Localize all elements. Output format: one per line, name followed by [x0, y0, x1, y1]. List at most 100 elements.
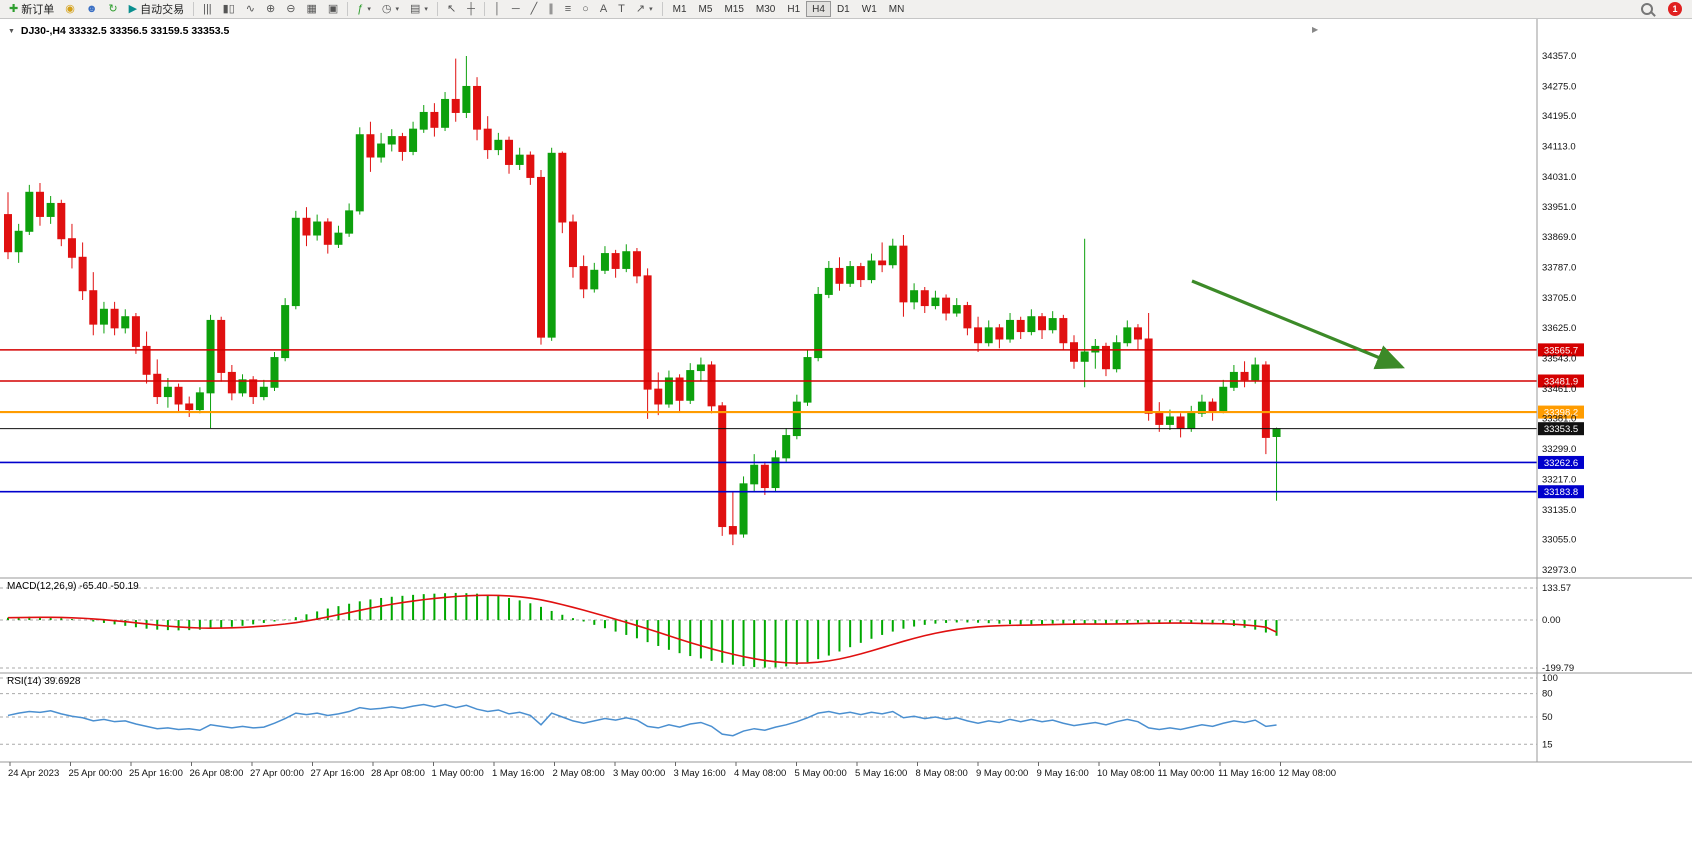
- zoom-out-button[interactable]: ⊖: [281, 1, 300, 18]
- candle-body: [526, 154, 535, 178]
- horizontal-line-icon: ─: [511, 2, 520, 15]
- zoom-in-icon: ⊕: [266, 2, 276, 15]
- price-badge: [1538, 374, 1584, 388]
- candle-body: [686, 370, 695, 401]
- timeframe-H4[interactable]: H4: [806, 1, 831, 17]
- price-badge-label: 33353.5: [1544, 424, 1578, 435]
- candle-body: [46, 202, 55, 217]
- profile-button[interactable]: ☻: [81, 1, 103, 18]
- auto-trading-button[interactable]: ▶ 自动交易: [124, 1, 189, 18]
- text-button[interactable]: A: [595, 1, 612, 18]
- new-order-button[interactable]: ✚ 新订单: [4, 1, 59, 18]
- time-label: 25 Apr 00:00: [69, 768, 123, 779]
- chevron-down-icon: ▾: [649, 6, 653, 13]
- price-scale[interactable]: 34357.0 34275.0 34195.0 34113.0 34031.0 33951…: [1542, 51, 1576, 576]
- candle-body: [878, 260, 887, 266]
- ohlc-readout: DJ30-,H4 33332.5 33356.5 33159.5 33353.5: [20, 25, 230, 37]
- candle-body: [718, 405, 727, 528]
- candle-body: [515, 154, 524, 165]
- candle-body: [1048, 318, 1057, 331]
- auto-trading-label: 自动交易: [140, 4, 185, 16]
- candle-body: [835, 267, 844, 284]
- toolbar-separator: [193, 2, 195, 16]
- time-label: 9 May 16:00: [1037, 768, 1089, 779]
- line-chart-button[interactable]: ∿: [241, 1, 260, 18]
- price-tick-label: 33543.0: [1542, 353, 1576, 364]
- candle-body: [1165, 416, 1174, 425]
- trendline-button[interactable]: ╱: [526, 1, 543, 18]
- candle-body: [1176, 416, 1185, 429]
- timeframe-MN[interactable]: MN: [883, 1, 911, 17]
- timeframe-H1[interactable]: H1: [781, 1, 806, 17]
- price-shift-icon[interactable]: ▶: [1312, 25, 1319, 34]
- candle-body: [771, 457, 780, 489]
- candles-chart-button[interactable]: ▮▯: [218, 1, 240, 18]
- bars-chart-icon: |||: [203, 2, 212, 15]
- candle-body: [227, 371, 236, 394]
- candle-body: [313, 221, 322, 236]
- notification-badge[interactable]: 1: [1668, 2, 1682, 16]
- price-tick-label: 33381.0: [1542, 413, 1576, 424]
- refresh-button[interactable]: ↻: [103, 1, 122, 18]
- trend-arrow-annotation[interactable]: [1191, 279, 1405, 370]
- crosshair-button[interactable]: ┼: [462, 1, 480, 18]
- candle-body: [1059, 318, 1068, 344]
- vertical-line-button[interactable]: │: [489, 1, 506, 18]
- candle-body: [739, 483, 748, 535]
- channel-button[interactable]: ∥: [543, 1, 559, 18]
- candle-body: [1123, 327, 1132, 344]
- timeframe-M30[interactable]: M30: [750, 1, 781, 17]
- macd-scale-label: 0.00: [1542, 615, 1561, 626]
- cascade-windows-button[interactable]: ▣: [323, 1, 343, 18]
- time-label: 1 May 00:00: [432, 768, 484, 779]
- timeframe-W1[interactable]: W1: [856, 1, 883, 17]
- candle-body: [462, 85, 471, 113]
- chevron-down-icon: ▾: [424, 6, 428, 13]
- time-label: 27 Apr 00:00: [250, 768, 304, 779]
- candle-body: [942, 297, 951, 314]
- search-icon[interactable]: [1641, 3, 1653, 15]
- time-label: 1 May 16:00: [492, 768, 544, 779]
- timeframe-M1[interactable]: M1: [667, 1, 693, 17]
- candle-body: [760, 464, 769, 489]
- price-tick-label: 33217.0: [1542, 474, 1576, 485]
- periods-button[interactable]: ◷ ▾: [377, 1, 404, 18]
- template-icon: ▤: [410, 2, 421, 15]
- candle-body: [142, 345, 151, 375]
- price-badge-label: 33398.2: [1544, 408, 1578, 419]
- bars-chart-button[interactable]: |||: [198, 1, 217, 18]
- cursor-button[interactable]: ↖: [442, 1, 461, 18]
- coins-button[interactable]: ◉: [60, 1, 80, 18]
- timeframe-D1[interactable]: D1: [831, 1, 856, 17]
- indicators-button[interactable]: ƒ ▾: [352, 1, 376, 18]
- candle-body: [291, 217, 300, 307]
- text-label-button[interactable]: T: [613, 1, 630, 18]
- price-badge: [1538, 405, 1584, 419]
- candle-body: [398, 136, 407, 152]
- shapes-button[interactable]: ○: [577, 1, 594, 18]
- time-label: 5 May 16:00: [855, 768, 907, 779]
- tile-windows-button[interactable]: ▦: [301, 1, 321, 18]
- zoom-in-button[interactable]: ⊕: [261, 1, 280, 18]
- channel-icon: ∥: [548, 2, 554, 15]
- candle-body: [387, 136, 396, 145]
- timeframe-M15[interactable]: M15: [718, 1, 749, 17]
- timeframe-M5[interactable]: M5: [693, 1, 719, 17]
- toolbar-separator: [436, 2, 438, 16]
- candle-body: [600, 253, 609, 271]
- price-tick-label: 33869.0: [1542, 232, 1576, 243]
- candle-body: [1187, 412, 1196, 429]
- new-order-icon: ✚: [9, 2, 19, 15]
- trendline-icon: ╱: [530, 2, 538, 15]
- vertical-line-icon: │: [493, 2, 501, 15]
- fibonacci-button[interactable]: ≡: [560, 1, 576, 18]
- candle-body: [419, 111, 428, 130]
- candle-body: [675, 377, 684, 401]
- price-badge: [1538, 422, 1584, 436]
- candle-body: [35, 191, 44, 217]
- arrows-tool-button[interactable]: ↗ ▾: [631, 1, 658, 18]
- templates-button[interactable]: ▤ ▾: [405, 1, 433, 18]
- horizontal-line-button[interactable]: ─: [507, 1, 525, 18]
- candle-body: [696, 364, 705, 372]
